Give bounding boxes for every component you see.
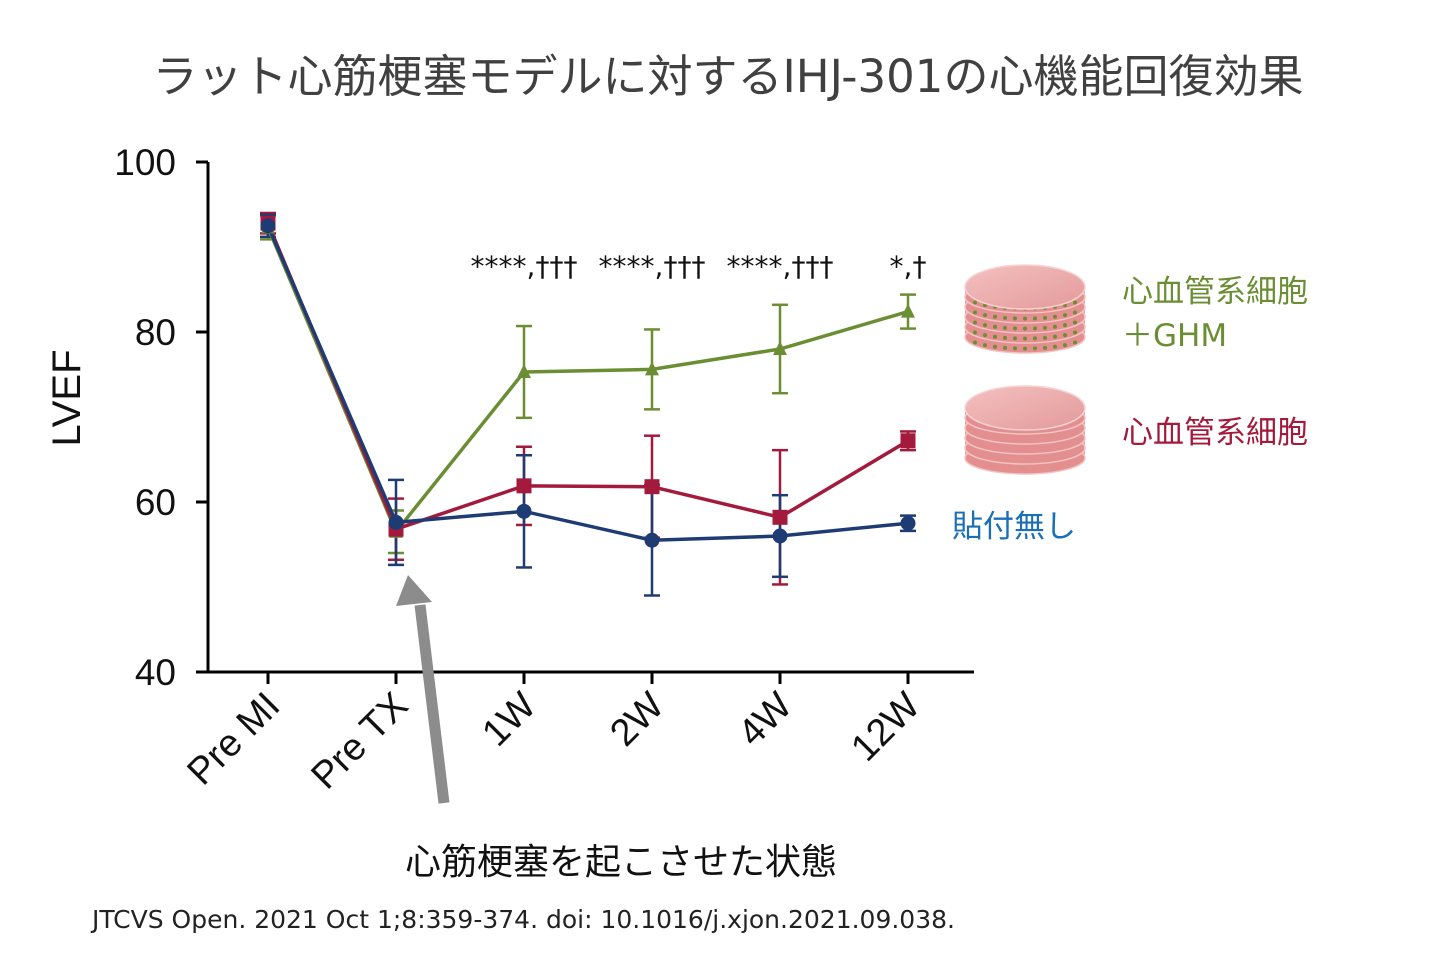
legend-green-label-line1: 心血管系細胞 — [1122, 274, 1308, 310]
gel-dot — [993, 334, 997, 339]
gel-dot — [973, 320, 977, 325]
series-line — [266, 225, 909, 543]
mi-annotation: 心筋梗塞を起こさせた状態 — [405, 842, 838, 883]
data-point — [644, 479, 660, 495]
data-point — [900, 515, 916, 531]
disc-top — [964, 385, 1086, 431]
gel-dot — [993, 314, 997, 319]
gel-dot — [1013, 336, 1017, 341]
arrow-shaft — [414, 604, 450, 804]
legend-red-label: 心血管系細胞 — [1122, 415, 1308, 451]
data-point — [772, 509, 788, 525]
gel-dot — [1043, 335, 1047, 340]
gel-dot — [1023, 316, 1027, 321]
gel-dot — [1043, 315, 1047, 320]
y-tick-label: 100 — [114, 142, 176, 183]
gel-dot — [1053, 314, 1057, 319]
gel-dot — [1003, 345, 1007, 350]
gel-dot — [1063, 313, 1067, 318]
legend-green-label-line2: ＋GHM — [1122, 318, 1228, 354]
data-point — [516, 478, 532, 494]
gel-dot — [1013, 346, 1017, 351]
y-axis-label: LVEF — [45, 349, 89, 446]
significance-label: *,† — [890, 250, 927, 283]
gel-dot — [983, 323, 987, 328]
gel-dot — [1073, 310, 1077, 315]
gel-dot — [1073, 320, 1077, 325]
gel-dot — [1073, 300, 1077, 305]
y-tick-label: 40 — [135, 652, 176, 693]
gel-dot — [1013, 326, 1017, 331]
gel-dot — [1063, 333, 1067, 338]
x-tick-label: Pre TX — [304, 685, 417, 798]
x-tick-label: Pre MI — [180, 685, 289, 794]
data-point — [645, 361, 659, 376]
data-point — [388, 514, 404, 530]
significance-label: ****,††† — [727, 250, 834, 283]
gel-dot — [1033, 346, 1037, 351]
x-tick-label: 4W — [730, 685, 800, 755]
citation: JTCVS Open. 2021 Oct 1;8:359-374. doi: 1… — [92, 905, 955, 934]
series-line — [266, 222, 909, 532]
gel-dot — [1003, 315, 1007, 320]
gel-dot — [973, 330, 977, 335]
gel-dot — [973, 310, 977, 315]
data-point — [900, 433, 916, 449]
gel-dot — [983, 313, 987, 318]
gel-dot — [1013, 316, 1017, 321]
gel-dot — [1003, 325, 1007, 330]
data-point — [772, 528, 788, 544]
y-tick-label: 60 — [135, 482, 176, 523]
gel-dot — [993, 324, 997, 329]
gel-dot — [973, 300, 977, 305]
page-title: ラット心筋梗塞モデルに対するIHJ-301の心機能回復効果 — [152, 50, 1304, 103]
x-tick-label: 2W — [602, 685, 672, 755]
gel-dot — [983, 343, 987, 348]
gel-dot — [1053, 334, 1057, 339]
data-point — [516, 503, 532, 519]
gel-dot — [1033, 316, 1037, 321]
gel-dot — [1063, 323, 1067, 328]
gel-dot — [1053, 344, 1057, 349]
y-tick-label: 80 — [135, 312, 176, 353]
gel-dot — [1033, 326, 1037, 331]
data-point — [517, 363, 531, 378]
gel-dot — [1043, 325, 1047, 330]
gel-dot — [1023, 336, 1027, 341]
gel-dot — [1023, 346, 1027, 351]
significance-label: ****,††† — [599, 250, 706, 283]
green-patch-icon — [964, 264, 1086, 354]
gel-dot — [1073, 340, 1077, 345]
gel-dot — [1073, 330, 1077, 335]
disc-top — [964, 264, 1086, 310]
arrow-head — [396, 575, 432, 606]
gel-dot — [1033, 336, 1037, 341]
gel-dot — [1023, 326, 1027, 331]
data-point — [773, 341, 787, 355]
gel-dot — [1063, 343, 1067, 348]
significance-label: ****,††† — [471, 250, 578, 283]
gel-dot — [1043, 345, 1047, 350]
red-patch-icon — [964, 385, 1086, 475]
gel-dot — [1003, 335, 1007, 340]
legend-navy-label: 貼付無し — [952, 509, 1076, 545]
gel-dot — [983, 333, 987, 338]
data-point — [644, 532, 660, 548]
gel-dot — [1053, 324, 1057, 329]
x-tick-label: 1W — [474, 685, 544, 755]
data-point — [901, 303, 915, 318]
x-tick-label: 12W — [843, 685, 928, 770]
gel-dot — [993, 344, 997, 349]
gel-dot — [973, 340, 977, 345]
data-point — [260, 218, 276, 234]
